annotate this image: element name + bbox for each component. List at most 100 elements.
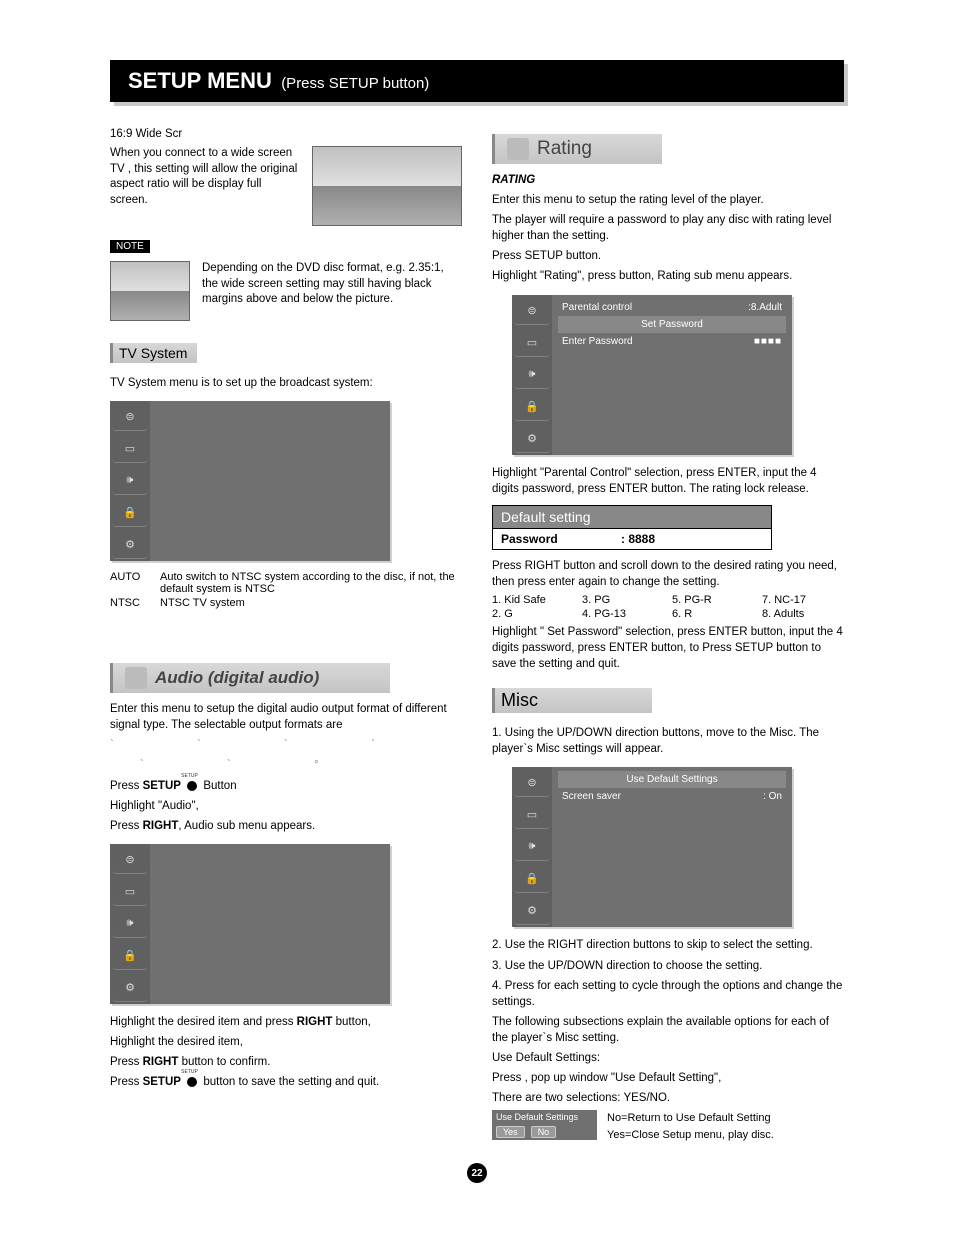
audio-h1: Highlight the desired item and press RIG… — [110, 1014, 462, 1030]
setup-button-icon — [187, 781, 197, 791]
menu-icon-disc: ⊜ — [112, 846, 148, 874]
default-pw-key: Password — [501, 532, 621, 546]
misc-3: 3. Use the UP/DOWN direction to choose t… — [492, 958, 844, 974]
rating-opt: 8. Adults — [762, 608, 844, 620]
menu-icon-lock: 🔒 — [514, 393, 550, 421]
menu-icon-lock: 🔒 — [112, 499, 148, 527]
menu-icon-misc: ⚙ — [514, 425, 550, 453]
rating-opt: 2. G — [492, 608, 574, 620]
setup-button-icon — [187, 1077, 197, 1087]
audio-menu: ⊜ ▭ 🕪 🔒 ⚙ — [110, 844, 390, 1004]
right-column: Rating RATING Enter this menu to setup t… — [492, 122, 844, 1143]
audio-h4: Press SETUP button to save the setting a… — [110, 1074, 462, 1090]
tv-auto-key: AUTO — [110, 571, 160, 595]
tv-system-menu: ⊜ ▭ 🕪 🔒 ⚙ — [110, 401, 390, 561]
menu-icon-misc: ⚙ — [112, 974, 148, 1002]
misc-section-label: Misc — [492, 688, 652, 713]
rating-icon — [507, 138, 529, 160]
audio-intro: Enter this menu to setup the digital aud… — [110, 701, 462, 733]
tv-ntsc-key: NTSC — [110, 597, 160, 609]
rating-p4: Highlight "Rating", press button, Rating… — [492, 268, 844, 284]
popup-no-button[interactable]: No — [531, 1126, 557, 1138]
menu-icon-disc: ⊜ — [514, 769, 550, 797]
rating-opt: 6. R — [672, 608, 754, 620]
audio-section-label: Audio (digital audio) — [110, 663, 390, 693]
menu-icon-disc: ⊜ — [514, 297, 550, 325]
audio-ticks: ` ` ` ` — [110, 737, 462, 753]
note-text: Depending on the DVD disc format, e.g. 2… — [202, 261, 462, 308]
menu-icon-misc: ⚙ — [514, 897, 550, 925]
misc-8: There are two selections: YES/NO. — [492, 1090, 844, 1106]
tv-ntsc-val: NTSC TV system — [160, 597, 245, 609]
rating-p5: Highlight "Parental Control" selection, … — [492, 465, 844, 497]
rating-menu: ⊜ ▭ 🕪 🔒 ⚙ Parental control :8.Adult Set P… — [512, 295, 792, 455]
left-column: 16:9 Wide Scr When you connect to a wide… — [110, 122, 462, 1143]
wide-scr-text: When you connect to a wide screen TV , t… — [110, 146, 300, 208]
default-popup: Use Default Settings Yes No — [492, 1110, 597, 1140]
tv-auto-val: Auto switch to NTSC system according to … — [160, 571, 462, 595]
audio-icon — [125, 667, 147, 689]
misc-2: 2. Use the RIGHT direction buttons to sk… — [492, 937, 844, 953]
rating-p3: Press SETUP button. — [492, 248, 844, 264]
misc-7: Press , pop up window "Use Default Setti… — [492, 1070, 844, 1086]
rating-opt: 1. Kid Safe — [492, 594, 574, 606]
menu-icon-screen: ▭ — [514, 801, 550, 829]
tv-system-text: TV System menu is to set up the broadcas… — [110, 375, 462, 391]
menu-icon-lock: 🔒 — [112, 942, 148, 970]
note-thumbnail — [110, 261, 190, 321]
page-number: 22 — [467, 1163, 487, 1183]
rating-opt: 7. NC-17 — [762, 594, 844, 606]
rating-opt: 4. PG-13 — [582, 608, 664, 620]
menu-icon-screen: ▭ — [112, 435, 148, 463]
menu-icon-lock: 🔒 — [514, 865, 550, 893]
misc-menu-saver-val: : On — [763, 791, 782, 802]
rating-p7: Highlight " Set Password" selection, pre… — [492, 624, 844, 672]
header-bar: SETUP MENU (Press SETUP button) — [110, 60, 844, 102]
ratings-grid: 1. Kid Safe 3. PG 5. PG-R 7. NC-17 2. G … — [492, 594, 844, 620]
tv-system-label: TV System — [110, 343, 197, 363]
audio-h2: Highlight the desired item, — [110, 1034, 462, 1050]
popup-caption: No=Return to Use Default Setting Yes=Clo… — [607, 1110, 774, 1143]
menu-icon-audio: 🕪 — [514, 361, 550, 389]
rating-menu-parental: Parental control — [562, 302, 632, 313]
rating-opt: 3. PG — [582, 594, 664, 606]
audio-press-right: Press RIGHT, Audio sub menu appears. — [110, 818, 462, 834]
rating-section-label: Rating — [492, 134, 662, 164]
misc-menu-saver: Screen saver — [562, 791, 621, 802]
rating-p2: The player will require a password to pl… — [492, 212, 844, 244]
menu-icon-audio: 🕪 — [514, 833, 550, 861]
audio-highlight: Highlight "Audio", — [110, 798, 462, 814]
default-setting-table: Default setting Password: 8888 — [492, 505, 772, 550]
menu-icon-audio: 🕪 — [112, 910, 148, 938]
popup-yes-button[interactable]: Yes — [496, 1126, 525, 1138]
audio-press-setup: Press SETUP Button — [110, 778, 462, 794]
header-subtitle: (Press SETUP button) — [281, 75, 429, 92]
default-pw-val: : 8888 — [621, 532, 655, 546]
rating-opt: 5. PG-R — [672, 594, 754, 606]
misc-4: 4. Press for each setting to cycle throu… — [492, 978, 844, 1010]
rating-p6: Press RIGHT button and scroll down to th… — [492, 558, 844, 590]
menu-icon-screen: ▭ — [112, 878, 148, 906]
misc-1: 1. Using the UP/DOWN direction buttons, … — [492, 725, 844, 757]
audio-label-text: Audio (digital audio) — [155, 668, 319, 688]
misc-5: The following subsections explain the av… — [492, 1014, 844, 1046]
rating-p1: Enter this menu to setup the rating leve… — [492, 192, 844, 208]
rating-menu-setpw: Set Password — [641, 319, 703, 330]
rating-heading: RATING — [492, 172, 844, 188]
note-badge: NOTE — [110, 240, 150, 253]
popup-title: Use Default Settings — [496, 1112, 593, 1122]
rating-menu-parental-val: :8.Adult — [748, 302, 782, 313]
misc-6: Use Default Settings: — [492, 1050, 844, 1066]
menu-icon-audio: 🕪 — [112, 467, 148, 495]
rating-menu-enterpw: Enter Password — [562, 336, 633, 347]
header-title: SETUP MENU — [128, 68, 272, 93]
menu-icon-screen: ▭ — [514, 329, 550, 357]
wide-scr-label: 16:9 Wide Scr — [110, 126, 462, 142]
menu-icon-misc: ⚙ — [112, 531, 148, 559]
misc-menu-default: Use Default Settings — [626, 774, 717, 785]
default-setting-title: Default setting — [493, 506, 771, 529]
misc-menu: ⊜ ▭ 🕪 🔒 ⚙ Use Default Settings Screen sa… — [512, 767, 792, 927]
rating-menu-pwval: ■■■■ — [754, 336, 782, 347]
menu-icon-disc: ⊜ — [112, 403, 148, 431]
widescreen-thumbnail — [312, 146, 462, 226]
